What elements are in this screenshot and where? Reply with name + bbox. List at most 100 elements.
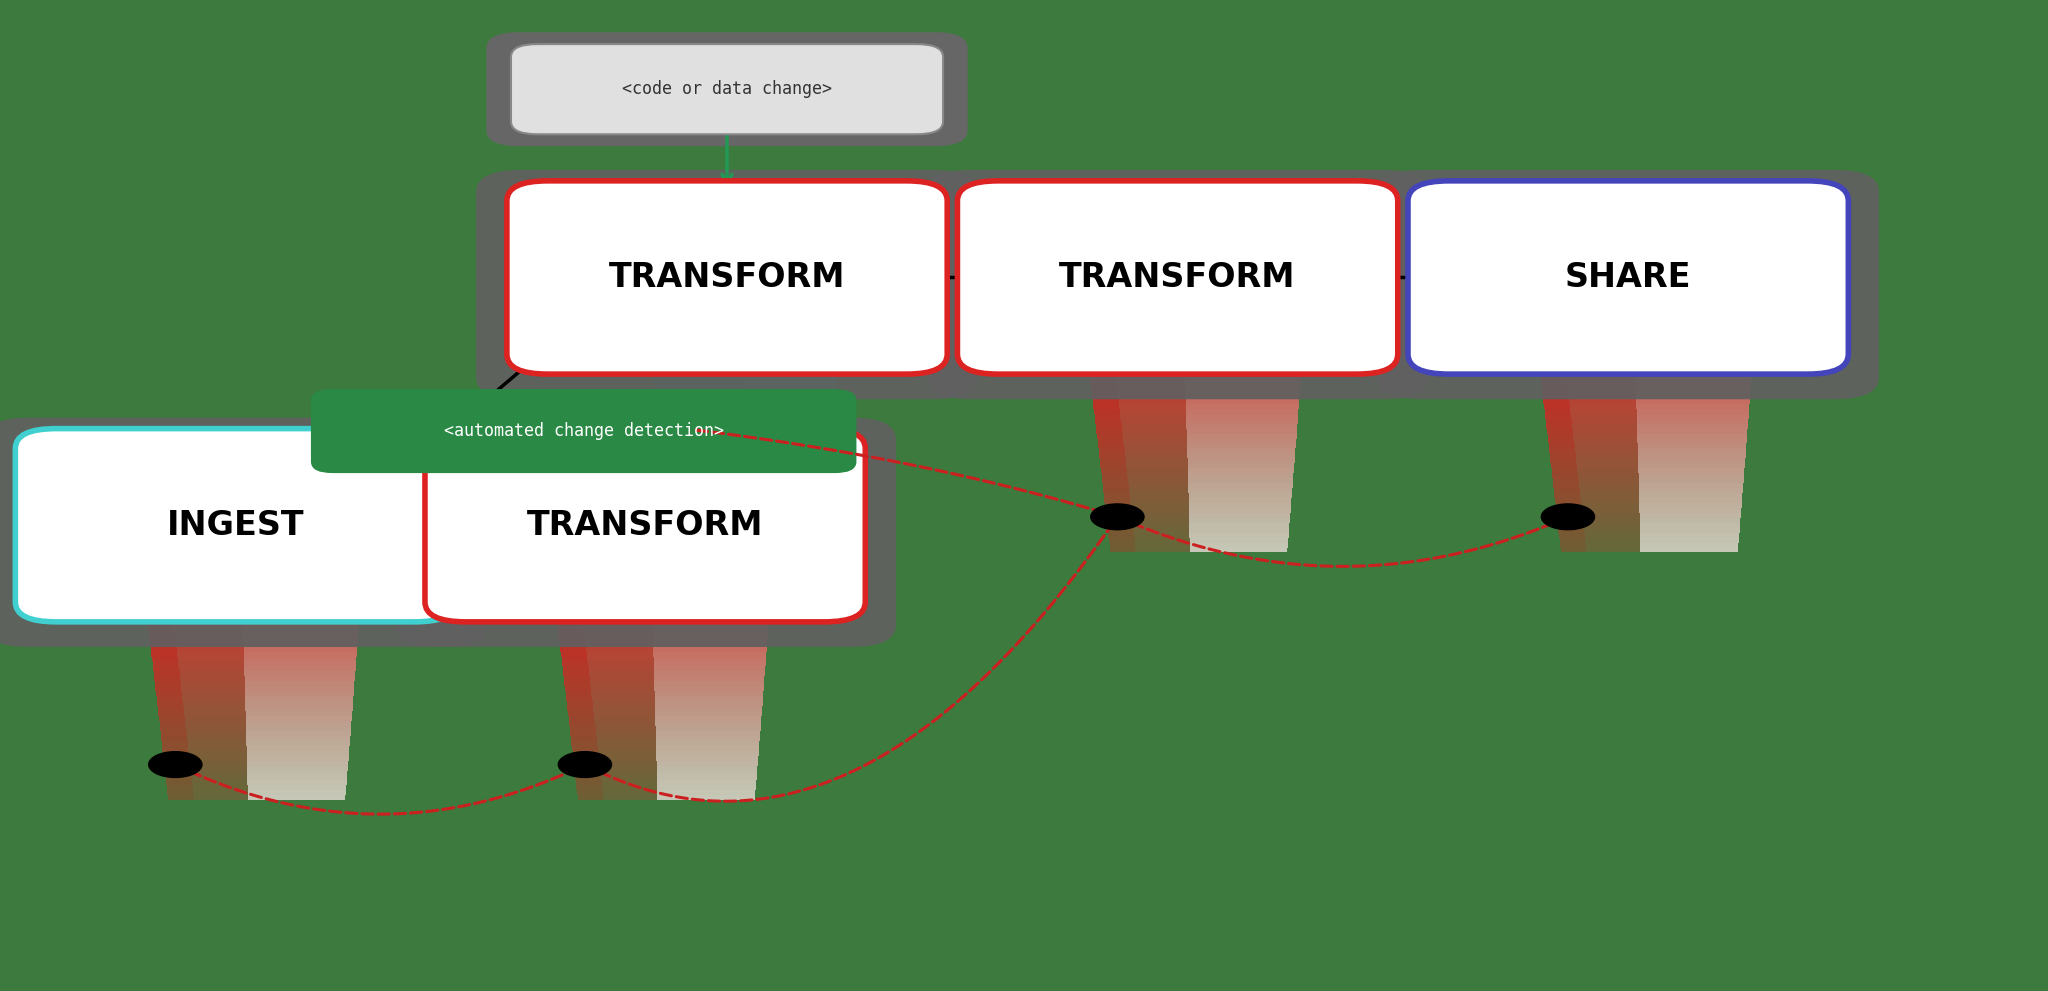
- FancyBboxPatch shape: [1090, 380, 1300, 385]
- FancyBboxPatch shape: [164, 751, 188, 756]
- FancyBboxPatch shape: [1104, 498, 1130, 503]
- FancyBboxPatch shape: [1542, 389, 1569, 394]
- FancyBboxPatch shape: [555, 606, 582, 612]
- FancyBboxPatch shape: [1108, 533, 1135, 537]
- FancyBboxPatch shape: [244, 657, 356, 662]
- FancyBboxPatch shape: [1087, 360, 1114, 364]
- FancyBboxPatch shape: [1188, 464, 1294, 469]
- FancyBboxPatch shape: [1376, 169, 1880, 399]
- FancyBboxPatch shape: [1098, 434, 1122, 438]
- FancyBboxPatch shape: [565, 682, 590, 687]
- FancyBboxPatch shape: [1548, 448, 1747, 454]
- FancyBboxPatch shape: [1542, 385, 1751, 389]
- FancyBboxPatch shape: [246, 706, 352, 712]
- FancyBboxPatch shape: [1104, 489, 1292, 494]
- FancyBboxPatch shape: [1556, 513, 1583, 518]
- FancyBboxPatch shape: [575, 771, 600, 776]
- FancyBboxPatch shape: [575, 775, 756, 781]
- FancyBboxPatch shape: [1544, 414, 1571, 419]
- FancyBboxPatch shape: [147, 627, 174, 632]
- FancyBboxPatch shape: [745, 426, 831, 431]
- FancyBboxPatch shape: [571, 746, 760, 751]
- FancyBboxPatch shape: [1550, 454, 1745, 458]
- FancyBboxPatch shape: [567, 702, 762, 706]
- FancyBboxPatch shape: [1186, 408, 1298, 414]
- FancyBboxPatch shape: [657, 766, 758, 771]
- FancyBboxPatch shape: [244, 667, 356, 672]
- FancyBboxPatch shape: [168, 795, 346, 801]
- FancyBboxPatch shape: [1190, 537, 1288, 543]
- FancyBboxPatch shape: [1094, 404, 1298, 409]
- FancyBboxPatch shape: [244, 627, 358, 632]
- FancyBboxPatch shape: [147, 622, 174, 627]
- FancyBboxPatch shape: [569, 731, 760, 735]
- FancyBboxPatch shape: [573, 751, 598, 756]
- FancyBboxPatch shape: [166, 785, 193, 791]
- FancyBboxPatch shape: [1098, 444, 1296, 448]
- FancyBboxPatch shape: [1559, 533, 1585, 537]
- FancyBboxPatch shape: [1096, 418, 1120, 424]
- FancyBboxPatch shape: [1550, 464, 1745, 469]
- FancyBboxPatch shape: [246, 731, 350, 735]
- FancyBboxPatch shape: [573, 761, 758, 766]
- FancyBboxPatch shape: [559, 637, 768, 642]
- FancyBboxPatch shape: [653, 369, 838, 374]
- FancyBboxPatch shape: [1638, 454, 1745, 458]
- FancyBboxPatch shape: [1087, 360, 1303, 364]
- FancyBboxPatch shape: [1538, 355, 1565, 360]
- FancyBboxPatch shape: [166, 785, 346, 791]
- FancyBboxPatch shape: [1190, 547, 1288, 553]
- FancyBboxPatch shape: [1110, 547, 1137, 553]
- FancyBboxPatch shape: [1544, 408, 1749, 414]
- FancyBboxPatch shape: [164, 756, 188, 761]
- FancyBboxPatch shape: [1550, 454, 1575, 458]
- FancyBboxPatch shape: [1102, 469, 1294, 474]
- Text: INGEST: INGEST: [166, 508, 305, 542]
- FancyBboxPatch shape: [1552, 469, 1577, 474]
- FancyBboxPatch shape: [651, 603, 770, 606]
- FancyBboxPatch shape: [147, 616, 172, 622]
- FancyBboxPatch shape: [1548, 434, 1747, 438]
- FancyBboxPatch shape: [166, 775, 346, 781]
- FancyBboxPatch shape: [1108, 537, 1135, 543]
- FancyBboxPatch shape: [1108, 527, 1288, 533]
- FancyBboxPatch shape: [565, 686, 764, 692]
- FancyBboxPatch shape: [1104, 498, 1292, 503]
- FancyBboxPatch shape: [1188, 469, 1294, 474]
- FancyBboxPatch shape: [743, 436, 831, 441]
- FancyBboxPatch shape: [1104, 494, 1292, 498]
- FancyBboxPatch shape: [655, 686, 764, 692]
- FancyBboxPatch shape: [1190, 533, 1288, 537]
- FancyBboxPatch shape: [743, 480, 827, 485]
- FancyBboxPatch shape: [555, 603, 770, 606]
- FancyBboxPatch shape: [160, 725, 350, 731]
- FancyBboxPatch shape: [569, 721, 762, 725]
- FancyBboxPatch shape: [1186, 424, 1296, 428]
- FancyBboxPatch shape: [575, 785, 602, 791]
- FancyBboxPatch shape: [1188, 438, 1296, 444]
- FancyBboxPatch shape: [164, 766, 348, 771]
- FancyBboxPatch shape: [664, 508, 823, 513]
- FancyBboxPatch shape: [1640, 513, 1741, 518]
- FancyBboxPatch shape: [1559, 527, 1585, 533]
- FancyBboxPatch shape: [1554, 489, 1743, 494]
- FancyBboxPatch shape: [160, 721, 186, 725]
- FancyBboxPatch shape: [653, 677, 764, 682]
- FancyBboxPatch shape: [655, 692, 764, 696]
- FancyBboxPatch shape: [655, 712, 762, 716]
- FancyBboxPatch shape: [1100, 454, 1294, 458]
- FancyBboxPatch shape: [743, 441, 829, 446]
- FancyBboxPatch shape: [1552, 479, 1579, 484]
- FancyBboxPatch shape: [573, 756, 758, 761]
- FancyBboxPatch shape: [657, 795, 756, 801]
- FancyBboxPatch shape: [563, 677, 764, 682]
- FancyBboxPatch shape: [1638, 494, 1743, 498]
- FancyBboxPatch shape: [1640, 537, 1739, 543]
- FancyBboxPatch shape: [655, 392, 836, 397]
- FancyBboxPatch shape: [1087, 355, 1303, 360]
- FancyBboxPatch shape: [1188, 479, 1292, 484]
- FancyBboxPatch shape: [246, 721, 352, 725]
- FancyBboxPatch shape: [659, 470, 827, 475]
- FancyBboxPatch shape: [657, 771, 758, 776]
- FancyBboxPatch shape: [244, 672, 354, 677]
